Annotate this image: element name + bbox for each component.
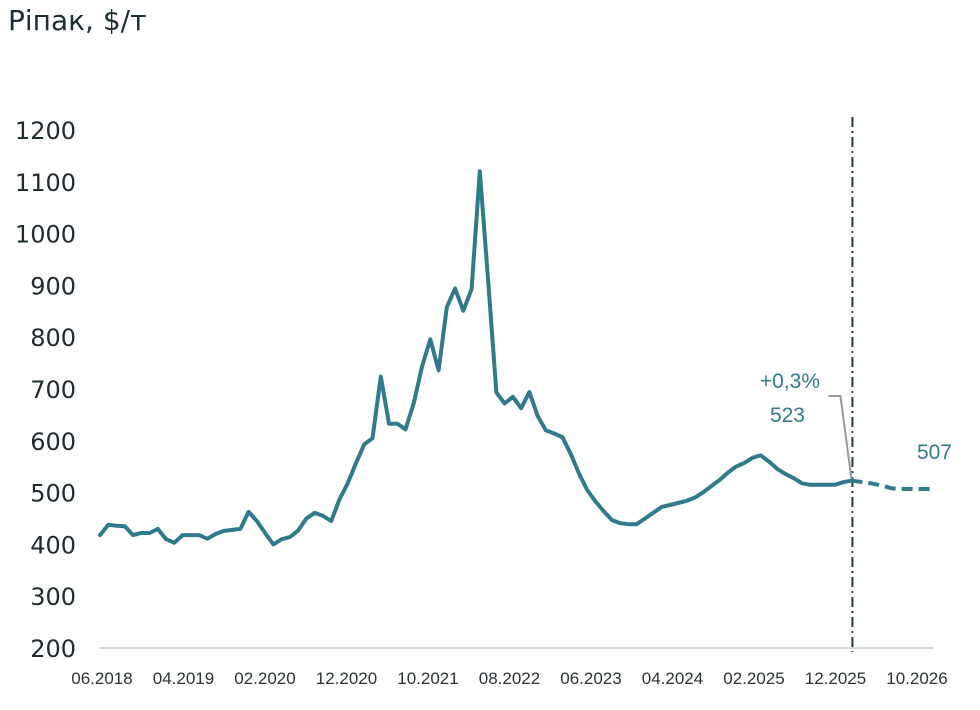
x-tick-label: 08.2022 [479,669,540,688]
x-tick-label: 12.2025 [805,669,866,688]
y-axis: 200 300 400 500 600 700 800 900 1000 1100 1200 [15,117,76,663]
x-tick-label: 06.2023 [560,669,621,688]
y-tick-label: 700 [30,376,76,404]
y-tick-label: 300 [30,583,76,611]
x-tick-label: 10.2026 [886,669,947,688]
x-tick-label: 02.2020 [234,669,295,688]
y-tick-label: 400 [30,531,76,559]
y-tick-label: 800 [30,324,76,352]
y-tick-label: 1200 [15,117,76,145]
price-line-forecast [851,478,934,491]
price-line-actual [98,169,854,547]
x-tick-label: 04.2019 [153,669,214,688]
current-value-label: 523 [770,404,805,427]
y-tick-label: 600 [30,428,76,456]
series-group [98,169,934,547]
x-tick-label: 10.2021 [397,669,458,688]
annotation-leader-line [828,395,853,479]
annotations: +0,3% 523 507 [760,370,952,479]
y-tick-label: 1000 [15,221,76,249]
y-tick-label: 500 [30,480,76,508]
y-tick-label: 900 [30,272,76,300]
forecast-value-label: 507 [917,441,952,464]
chart-title: Ріпак, $/т [8,4,146,37]
y-tick-label: 1100 [15,169,76,197]
change-percent-label: +0,3% [760,370,820,393]
x-axis: 06.2018 04.2019 02.2020 12.2020 10.2021 08.20… [71,647,948,688]
x-tick-label: 06.2018 [71,669,132,688]
x-tick-label: 04.2024 [642,669,703,688]
y-tick-label: 200 [30,635,76,663]
x-tick-label: 02.2025 [723,669,784,688]
x-tick-label: 12.2020 [316,669,377,688]
